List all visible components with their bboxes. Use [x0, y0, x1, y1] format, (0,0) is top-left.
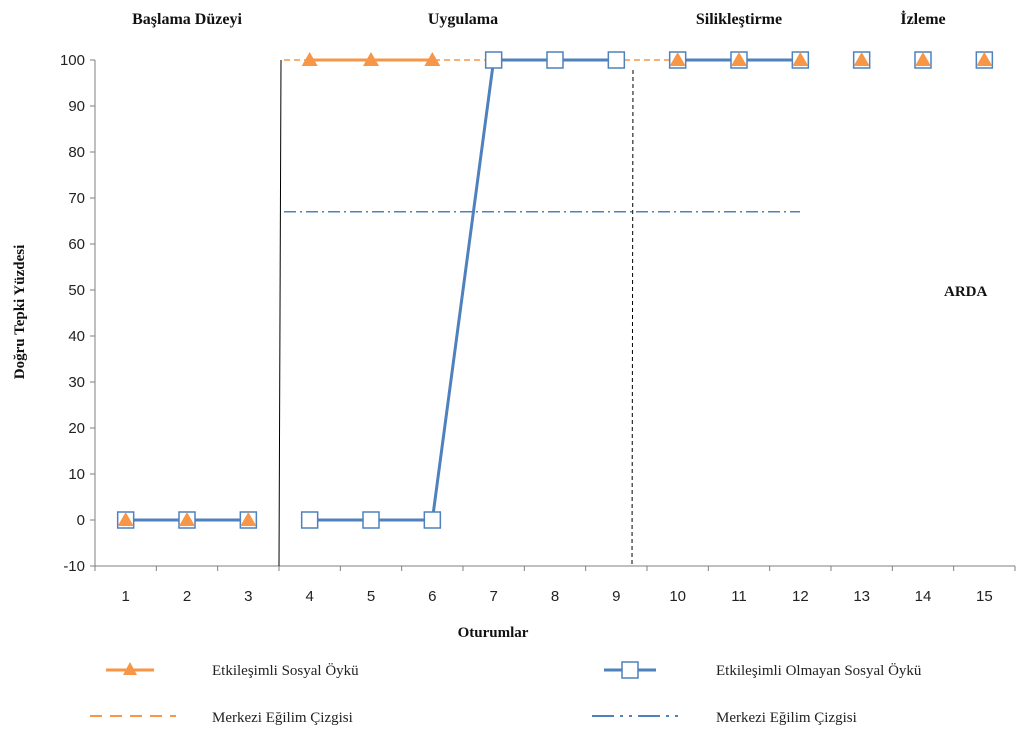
phase-label-3: Silikleştirme [696, 11, 782, 28]
marker-square-session-5 [362, 511, 380, 529]
legend-label-series-1: Etkileşimli Sosyal Öykü [212, 662, 359, 679]
phase-boundaries [278, 59, 634, 567]
x-axis-title: Oturumlar [458, 625, 529, 641]
y-tick-label: 0 [77, 512, 85, 529]
x-tick-label: 11 [731, 588, 747, 605]
phase-labels: Başlama Düzeyi Uygulama Silikleştirme İzlem… [132, 9, 946, 28]
participant-label: ARDA [944, 284, 987, 300]
marker-triangle-session-1 [117, 512, 134, 526]
y-axis-title: Doğru Tepki Yüzdesi [12, 245, 28, 379]
y-tick-label: 60 [68, 236, 85, 253]
y-tick-label: -10 [63, 558, 85, 575]
legend-label-series-2: Etkileşimli Olmayan Sosyal Öykü [716, 662, 922, 679]
series-markers [116, 51, 994, 529]
legend-item-trend-2: Merkezi Eğilim Çizgisi [592, 710, 857, 726]
phase-label-4: İzleme [900, 9, 945, 28]
y-tick-label: 30 [68, 374, 85, 391]
phase-boundary-solid [278, 59, 282, 567]
trend-lines [284, 59, 800, 213]
y-tick-label: 80 [68, 144, 85, 161]
marker-triangle-session-5 [363, 52, 379, 66]
marker-triangle-session-3 [240, 512, 257, 526]
legend-item-series-2: Etkileşimli Olmayan Sosyal Öykü [604, 661, 922, 679]
marker-triangle-session-4 [301, 52, 318, 66]
marker-triangle-session-2 [179, 512, 195, 526]
marker-square-session-7 [484, 51, 503, 69]
x-tick-label: 13 [853, 588, 870, 605]
marker-triangle-session-13 [853, 52, 870, 66]
marker-triangle-session-10 [669, 52, 686, 66]
x-tick-label: 8 [551, 588, 559, 605]
marker-square-session-9 [607, 51, 626, 69]
series-lines [125, 58, 801, 522]
x-tick-label: 14 [915, 588, 932, 605]
marker-triangle-session-6 [424, 52, 441, 66]
phase-label-2: Uygulama [428, 11, 498, 28]
x-tick-label: 9 [612, 588, 620, 605]
x-tick-label: 4 [305, 588, 313, 605]
legend-item-series-1: Etkileşimli Sosyal Öykü [106, 662, 359, 679]
x-tick-label: 3 [244, 588, 252, 605]
x-tick-label: 15 [976, 588, 993, 605]
y-tick-label: 100 [60, 52, 85, 69]
x-tick-label: 2 [183, 588, 191, 605]
marker-triangle-session-12 [792, 52, 809, 66]
y-tick-label: 10 [68, 466, 85, 483]
y-tick-label: 70 [68, 190, 85, 207]
legend-item-trend-1: Merkezi Eğilim Çizgisi [90, 710, 353, 726]
y-tick-label: 90 [68, 98, 85, 115]
x-axis: 1 2 3 4 5 6 7 8 9 10 11 12 13 14 15 [94, 565, 1016, 605]
marker-square-session-4 [300, 511, 319, 529]
series-2-segment-2 [309, 58, 617, 522]
marker-triangle-session-14 [915, 52, 931, 66]
y-tick-label: 40 [68, 328, 85, 345]
y-axis: -10 0 10 20 30 40 50 60 70 80 90 100 [60, 52, 96, 575]
y-tick-label: 20 [68, 420, 85, 437]
x-tick-label: 10 [669, 588, 686, 605]
x-tick-label: 1 [121, 588, 129, 605]
marker-square-session-6 [423, 511, 442, 529]
phase-label-1: Başlama Düzeyi [132, 11, 242, 28]
x-tick-label: 12 [792, 588, 809, 605]
marker-triangle-session-11 [731, 52, 747, 66]
marker-triangle-session-15 [976, 52, 993, 66]
legend: Etkileşimli Sosyal Öykü Etkileşimli Olma… [90, 661, 922, 726]
x-tick-label: 6 [428, 588, 436, 605]
phase-boundary-dashed [631, 69, 634, 567]
y-tick-label: 50 [68, 282, 85, 299]
legend-label-trend-2: Merkezi Eğilim Çizgisi [716, 710, 857, 726]
x-tick-label: 7 [489, 588, 497, 605]
x-tick-label: 5 [367, 588, 375, 605]
legend-label-trend-1: Merkezi Eğilim Çizgisi [212, 710, 353, 726]
marker-square-session-8 [546, 51, 564, 69]
